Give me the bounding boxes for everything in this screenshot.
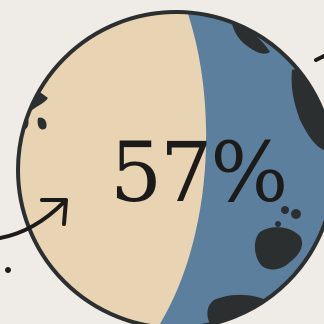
arrow-shaft bbox=[0, 200, 66, 240]
curved-arrow-icon bbox=[0, 198, 68, 240]
island-dot-3 bbox=[275, 221, 281, 227]
arrow-head bbox=[40, 198, 68, 226]
globe-outline bbox=[16, 10, 324, 324]
island-dot-1 bbox=[281, 206, 289, 214]
island-dot-2 bbox=[291, 209, 301, 219]
dot-bottom-left bbox=[5, 267, 11, 273]
mark-top-right bbox=[314, 54, 324, 62]
continent-left-small bbox=[37, 117, 47, 130]
continent-right-top bbox=[232, 24, 270, 54]
continent-right-lower bbox=[254, 227, 303, 270]
